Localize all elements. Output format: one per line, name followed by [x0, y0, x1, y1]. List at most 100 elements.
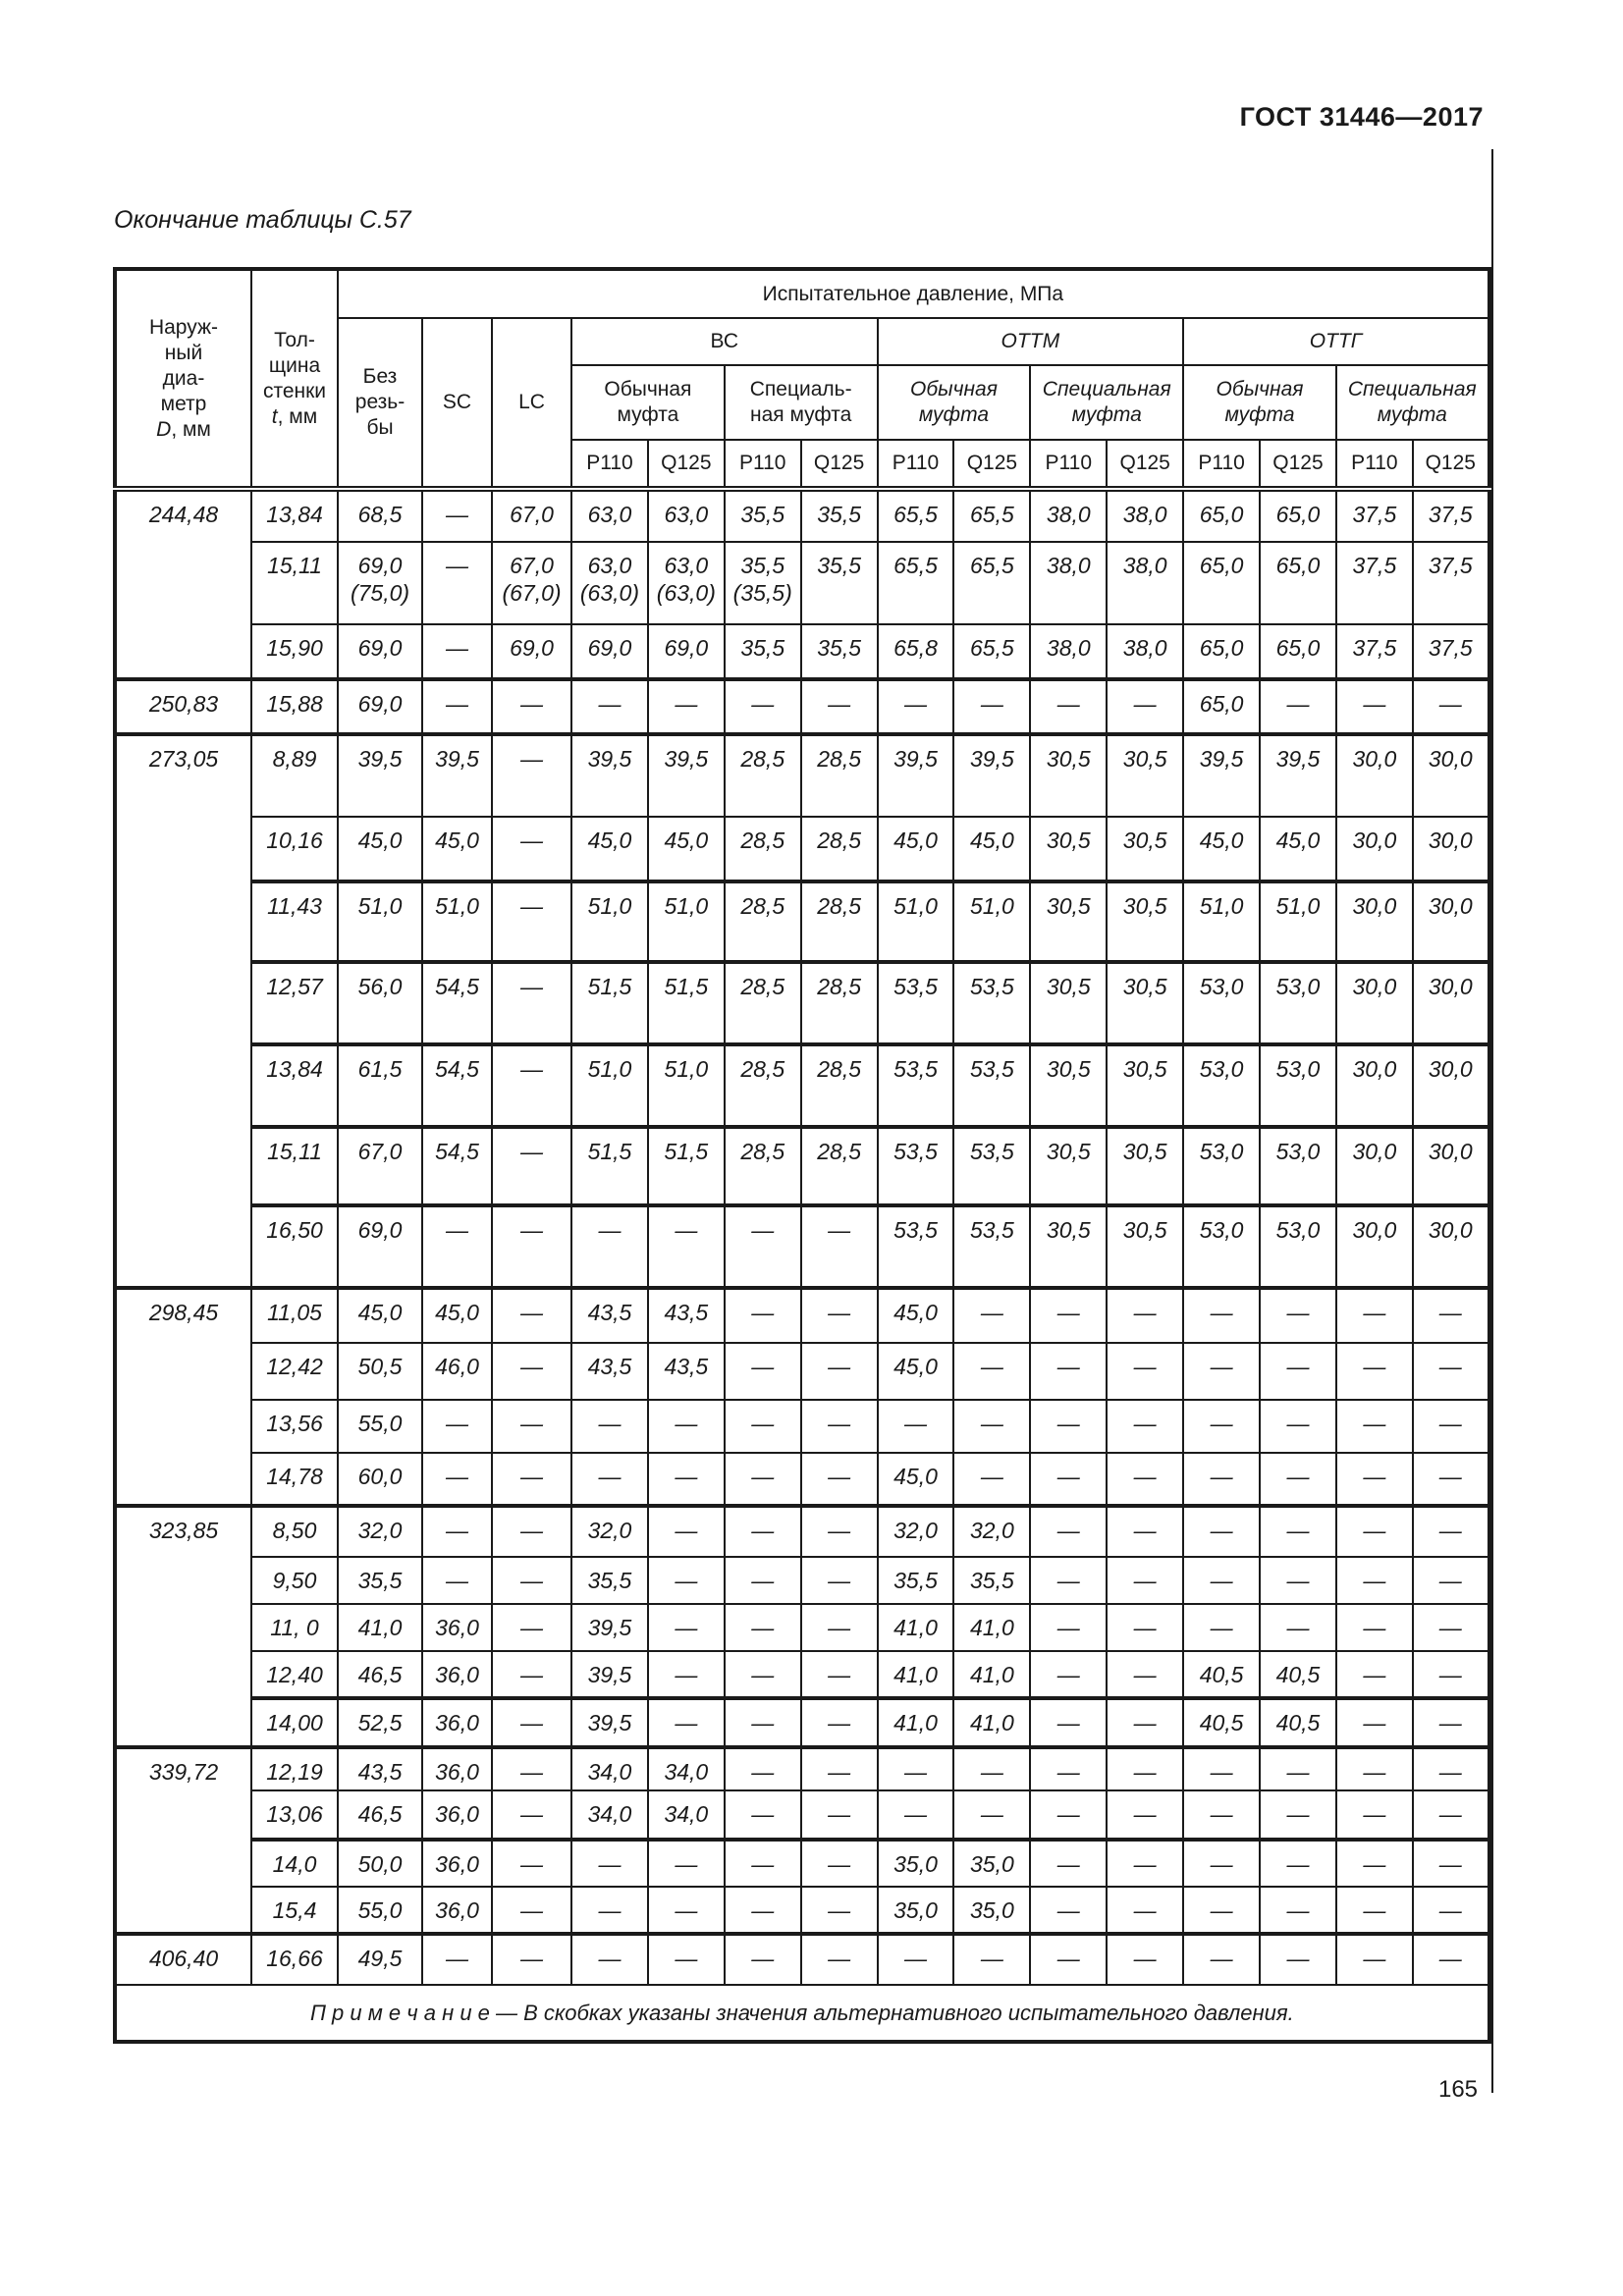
value-cell: 36,0	[421, 1789, 493, 1841]
value-cell: —	[491, 880, 572, 963]
value-cell: 32,0	[337, 1504, 423, 1558]
value-cell: —	[1259, 1556, 1337, 1605]
value-cell: —	[876, 1932, 955, 1986]
value-cell: 30,0	[1411, 816, 1490, 882]
value-cell: —	[799, 1696, 879, 1748]
value-cell: —	[1411, 1399, 1490, 1454]
value-cell: —	[1259, 1886, 1337, 1935]
value-cell: 30,0	[1334, 1042, 1414, 1128]
value-cell: 65,8	[876, 623, 955, 680]
wall-thickness-cell: 9,50	[250, 1556, 339, 1605]
value-cell: —	[1334, 677, 1414, 735]
wall-thickness-cell: 15,11	[250, 541, 339, 625]
value-cell: 43,5	[570, 1342, 649, 1401]
value-cell: —	[723, 1745, 802, 1791]
value-cell: —	[491, 1452, 572, 1507]
value-cell: 43,5	[570, 1286, 649, 1344]
value-cell: —	[1106, 1696, 1185, 1748]
value-cell: 28,5	[723, 1125, 802, 1206]
wall-thickness-cell: 15,90	[250, 623, 339, 680]
value-cell: 28,5	[799, 1042, 879, 1128]
value-cell: 69,0	[337, 1203, 423, 1289]
value-cell: 35,5	[876, 1556, 955, 1605]
value-cell: 45,0	[876, 816, 955, 882]
wall-thickness-cell: 14,78	[250, 1452, 339, 1507]
value-cell: 30,5	[1106, 1203, 1185, 1289]
value-cell: 41,0	[876, 1650, 955, 1699]
table-row: 10,16 45,0 45,0—45,0 45,0 28,5 28,5 45,0 45,0 30…	[115, 816, 1490, 882]
value-cell: —	[421, 1556, 493, 1605]
value-cell: —	[1411, 1452, 1490, 1507]
value-cell: 51,0	[570, 880, 649, 963]
value-cell: —	[421, 677, 493, 735]
value-cell: —	[646, 1452, 726, 1507]
value-cell: —	[1411, 1650, 1490, 1699]
value-cell: 53,5	[876, 1203, 955, 1289]
value-cell: 65,0	[1182, 488, 1262, 543]
value-cell: —	[799, 1932, 879, 1986]
value-cell: 45,0	[876, 1452, 955, 1507]
value-cell: —	[1182, 1556, 1262, 1605]
value-cell: 53,5	[876, 1125, 955, 1206]
table-row: 11,43 51,0 51,0—51,0 51,0 28,5 28,5 51,0 51,0 30…	[115, 880, 1490, 963]
value-cell: 38,0	[1106, 541, 1185, 625]
value-cell: 54,5	[421, 1125, 493, 1206]
table-row: 13,56 55,0— — — — — — — — — — — — — —	[115, 1399, 1490, 1454]
value-cell: —	[799, 1342, 879, 1401]
value-cell: 39,5	[570, 732, 649, 818]
value-cell: —	[646, 1886, 726, 1935]
value-cell: —	[799, 1504, 879, 1558]
value-cell: 39,5	[421, 732, 493, 818]
value-cell: 51,0	[421, 880, 493, 963]
value-cell: 28,5	[799, 880, 879, 963]
value-cell: 38,0	[1029, 488, 1109, 543]
value-cell: —	[1259, 1286, 1337, 1344]
outer-diameter-label: Наруж- ный диа- метр	[148, 315, 219, 415]
wall-thickness-cell: 13,84	[250, 1042, 339, 1128]
value-cell: —	[1411, 1838, 1490, 1888]
value-cell: —	[1334, 1556, 1414, 1605]
value-cell: —	[1029, 1789, 1109, 1841]
value-cell: —	[421, 488, 493, 543]
value-cell: —	[1029, 1399, 1109, 1454]
value-cell: —	[799, 677, 879, 735]
value-cell: —	[421, 1452, 493, 1507]
value-cell: —	[1334, 1838, 1414, 1888]
value-cell: 50,5	[337, 1342, 423, 1401]
value-cell: 49,5	[337, 1932, 423, 1986]
value-cell: 28,5	[799, 816, 879, 882]
value-cell: —	[570, 1399, 649, 1454]
value-cell: 41,0	[337, 1603, 423, 1652]
value-cell: 36,0	[421, 1696, 493, 1748]
value-cell: 35,5	[337, 1556, 423, 1605]
value-cell: —	[1106, 1452, 1185, 1507]
value-cell: —	[876, 677, 955, 735]
value-cell: 30,0	[1411, 960, 1490, 1045]
header-ottg-regular-coupling: Обычная муфта	[1182, 364, 1337, 441]
value-cell: —	[1259, 1932, 1337, 1986]
value-cell: —	[491, 1696, 572, 1748]
wall-thickness-cell: 14,0	[250, 1838, 339, 1888]
wall-thickness-cell: 15,88	[250, 677, 339, 735]
value-cell: 35,5	[799, 488, 879, 543]
page-margin-rule	[1491, 149, 1493, 2093]
value-cell: —	[646, 1838, 726, 1888]
value-cell: —	[1029, 1504, 1109, 1558]
wall-thickness-cell: 12,40	[250, 1650, 339, 1699]
value-cell: 51,0	[646, 1042, 726, 1128]
value-cell: 55,0	[337, 1886, 423, 1935]
value-cell: —	[723, 677, 802, 735]
value-cell: 45,0	[646, 816, 726, 882]
value-cell: —	[952, 1342, 1032, 1401]
value-cell: 40,5	[1259, 1650, 1337, 1699]
header-no-thread: Без резь- бы	[337, 317, 423, 492]
header-outer-diameter: Наруж- ный диа- метр D, мм	[114, 268, 252, 492]
value-cell: —	[1182, 1399, 1262, 1454]
value-cell: 30,0	[1411, 880, 1490, 963]
grade-header-q125: Q125	[799, 439, 879, 492]
value-cell: —	[723, 1603, 802, 1652]
value-cell: —	[1182, 1452, 1262, 1507]
value-cell: 65,5	[876, 488, 955, 543]
value-cell: 53,5	[876, 960, 955, 1045]
value-cell: —	[799, 1603, 879, 1652]
